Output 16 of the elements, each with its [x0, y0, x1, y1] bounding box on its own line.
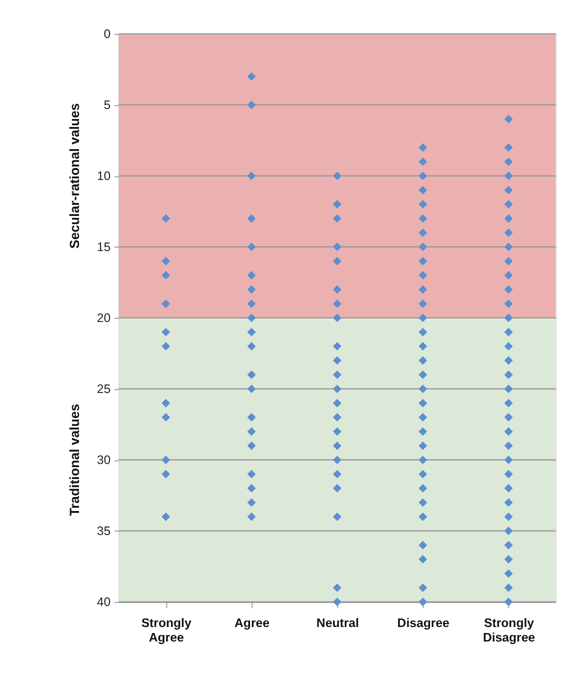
- x-tick-label: Strongly Disagree: [482, 616, 536, 644]
- x-tick-label: Disagree: [397, 616, 450, 630]
- x-tick-label: Neutral: [316, 616, 359, 630]
- y-tick-label: 40: [96, 595, 111, 610]
- x-tick-label: Strongly Agree: [141, 616, 192, 644]
- y-tick-label: 15: [96, 240, 111, 254]
- y-tick-label: 30: [96, 453, 111, 468]
- x-tick-label: Agree: [234, 616, 270, 630]
- y-tick-label: 35: [96, 524, 111, 538]
- band-label: Traditional values: [66, 404, 82, 516]
- y-tick-label: 20: [96, 311, 111, 326]
- y-tick-label: 5: [104, 98, 111, 112]
- y-tick-label: 0: [104, 27, 111, 42]
- y-tick-label: 25: [96, 382, 111, 396]
- y-tick-label: 10: [96, 169, 111, 184]
- band-label: Secular-rational values: [66, 103, 82, 249]
